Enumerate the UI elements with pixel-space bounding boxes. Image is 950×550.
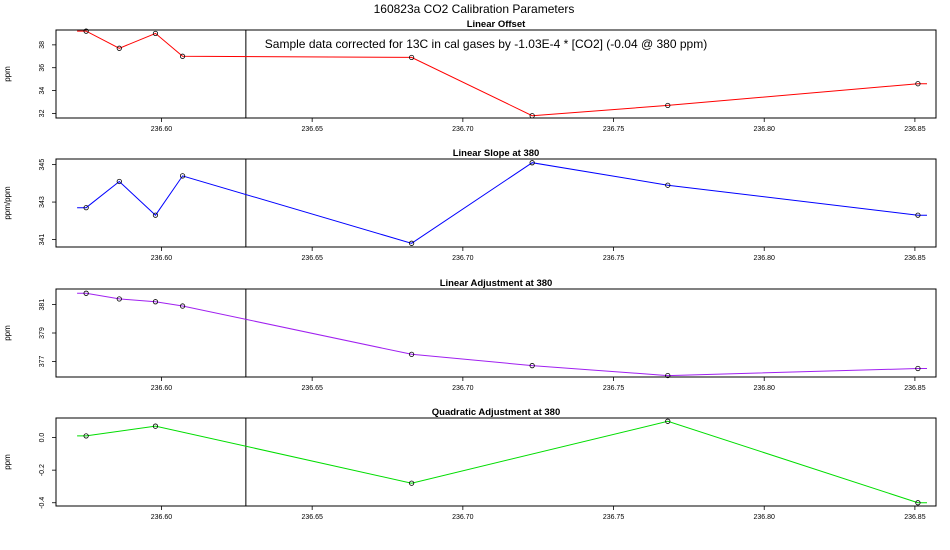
x-tick-label: 236.60 xyxy=(151,255,173,262)
data-point xyxy=(179,173,186,179)
x-tick-label: 236.85 xyxy=(904,126,926,133)
panel-3: Linear Adjustment at 380 ppm 236.60 236.65 2… xyxy=(3,278,937,392)
x-tick-label: 236.85 xyxy=(904,514,926,521)
x-tick-label: 236.85 xyxy=(904,255,926,262)
data-point xyxy=(116,296,122,302)
x-tick-label: 236.70 xyxy=(452,385,474,392)
panel-1: Linear Offset ppm 236.60 236.65 236.70 236.75… xyxy=(3,19,937,133)
x-tick-label: 236.80 xyxy=(754,514,776,521)
plot-frame xyxy=(55,417,937,507)
series-line xyxy=(77,420,927,504)
y-axis-label: ppm/ppm xyxy=(3,186,12,220)
x-tick-label: 236.75 xyxy=(603,255,625,262)
data-point xyxy=(665,372,671,379)
data-point xyxy=(409,351,415,357)
series-line xyxy=(77,292,927,377)
y-tick-label: 379 xyxy=(39,327,46,339)
panel-title: Linear Adjustment at 380 xyxy=(440,278,553,289)
y-tick-label: 381 xyxy=(39,299,46,311)
x-tick-label: 236.65 xyxy=(301,514,323,521)
figure-title: 160823a CO2 Calibration Parameters xyxy=(374,2,575,16)
data-point xyxy=(409,54,415,61)
y-axis-label: ppm xyxy=(3,454,12,470)
series-line xyxy=(77,162,927,244)
x-tick-label: 236.60 xyxy=(151,126,173,133)
data-point xyxy=(915,500,921,506)
panel-title: Linear Slope at 380 xyxy=(453,148,540,159)
x-tick-label: 236.85 xyxy=(904,385,926,392)
x-tick-label: 236.70 xyxy=(452,514,474,521)
correction-note: Sample data corrected for 13C in cal gas… xyxy=(265,37,707,51)
data-point xyxy=(152,423,159,429)
data-point xyxy=(409,240,415,246)
y-tick-label: -0.2 xyxy=(39,464,46,476)
y-tick-label: 34 xyxy=(39,87,46,95)
y-tick-label: 341 xyxy=(39,234,46,246)
series-line xyxy=(77,30,927,117)
data-point xyxy=(915,365,921,372)
data-point xyxy=(529,160,535,166)
panel-4: Quadratic Adjustment at 380 ppm 236.60 236.… xyxy=(3,407,937,521)
x-tick-label: 236.80 xyxy=(754,255,776,262)
data-point xyxy=(116,178,122,185)
x-tick-label: 236.60 xyxy=(151,514,173,521)
x-tick-label: 236.65 xyxy=(301,255,323,262)
y-tick-label: 377 xyxy=(39,355,46,367)
data-point xyxy=(409,480,415,486)
data-point xyxy=(152,30,159,37)
y-tick-label: 38 xyxy=(39,41,46,49)
x-tick-label: 236.80 xyxy=(754,385,776,392)
panel-2: Linear Slope at 380 ppm/ppm 236.60 236.65 23… xyxy=(3,148,937,262)
data-point xyxy=(83,290,89,296)
data-point xyxy=(179,53,186,59)
data-point xyxy=(152,212,159,218)
plot-frame xyxy=(55,29,937,119)
y-tick-label: 32 xyxy=(39,109,46,117)
plot-frame xyxy=(55,288,937,378)
x-tick-label: 236.70 xyxy=(452,255,474,262)
x-tick-label: 236.70 xyxy=(452,126,474,133)
panel-title: Linear Offset xyxy=(467,19,526,30)
x-tick-label: 236.65 xyxy=(301,385,323,392)
panel-title: Quadratic Adjustment at 380 xyxy=(432,407,560,418)
x-tick-label: 236.75 xyxy=(603,126,625,133)
data-point xyxy=(529,363,535,369)
data-point xyxy=(116,45,122,51)
data-point xyxy=(83,28,89,34)
data-point xyxy=(665,182,671,188)
x-tick-label: 236.75 xyxy=(603,385,625,392)
y-axis-label: ppm xyxy=(3,66,12,82)
data-point xyxy=(915,212,921,218)
data-point xyxy=(83,433,89,439)
data-point xyxy=(915,81,921,87)
data-point xyxy=(665,102,671,109)
y-tick-label: 0.0 xyxy=(39,433,46,443)
data-point xyxy=(83,205,89,211)
y-tick-label: 343 xyxy=(39,196,46,208)
y-tick-label: 36 xyxy=(39,64,46,72)
x-tick-label: 236.65 xyxy=(301,126,323,133)
data-point xyxy=(152,299,159,305)
y-tick-label: 345 xyxy=(39,159,46,171)
x-tick-label: 236.75 xyxy=(603,514,625,521)
y-axis-label: ppm xyxy=(3,325,12,341)
y-tick-label: -0.4 xyxy=(39,497,46,509)
plot-frame xyxy=(55,158,937,248)
data-point xyxy=(179,303,186,309)
data-point xyxy=(665,418,671,424)
x-tick-label: 236.80 xyxy=(754,126,776,133)
x-tick-label: 236.60 xyxy=(151,385,173,392)
